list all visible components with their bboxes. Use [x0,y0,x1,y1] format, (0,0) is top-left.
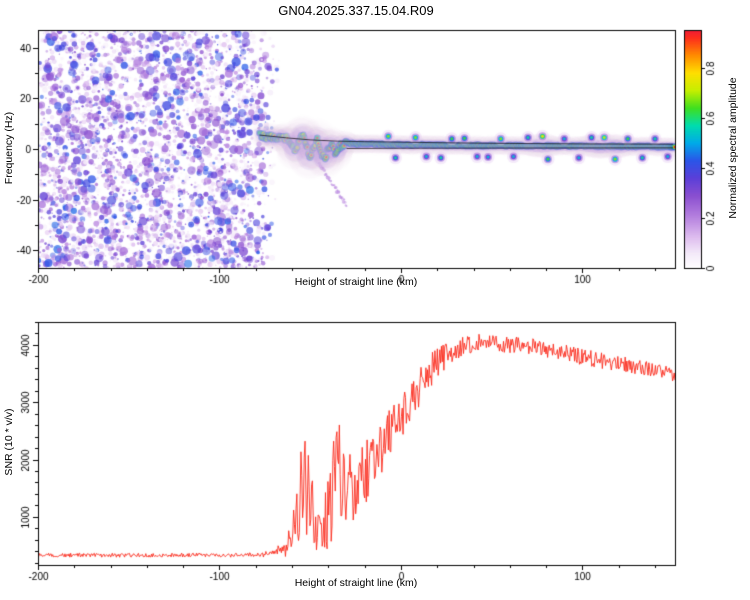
frequency-axis-label: Frequency (Hz) [3,111,15,185]
snr-axis-label: SNR (10 * v/v) [3,408,15,476]
colorbar-label: Normalized spectral amplitude [727,77,739,219]
bottom-x-axis-label: Height of straight line (km) [294,577,418,589]
top-x-axis-label: Height of straight line (km) [294,276,418,288]
